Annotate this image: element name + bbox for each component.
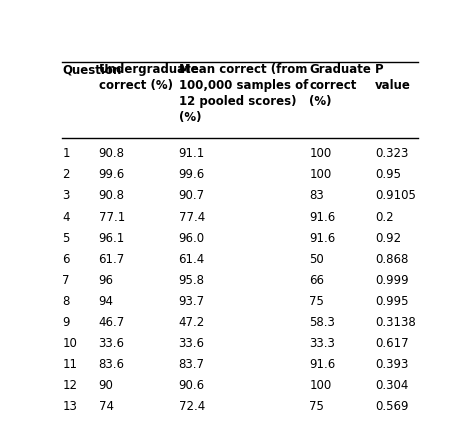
Text: 100: 100 xyxy=(310,379,332,392)
Text: 96.0: 96.0 xyxy=(179,232,204,245)
Text: 0.995: 0.995 xyxy=(375,295,408,308)
Text: P
value: P value xyxy=(375,63,411,92)
Text: 0.393: 0.393 xyxy=(375,358,408,371)
Text: 91.1: 91.1 xyxy=(179,147,205,160)
Text: 0.3138: 0.3138 xyxy=(375,316,416,329)
Text: 11: 11 xyxy=(62,358,77,371)
Text: 99.6: 99.6 xyxy=(98,168,125,181)
Text: 75: 75 xyxy=(310,295,324,308)
Text: 8: 8 xyxy=(62,295,69,308)
Text: 5: 5 xyxy=(62,232,69,245)
Text: 83: 83 xyxy=(310,190,324,202)
Text: 0.999: 0.999 xyxy=(375,274,408,287)
Text: 66: 66 xyxy=(310,274,325,287)
Text: 96: 96 xyxy=(98,274,113,287)
Text: 91.6: 91.6 xyxy=(310,232,336,245)
Text: 1: 1 xyxy=(62,147,70,160)
Text: 33.6: 33.6 xyxy=(98,337,125,350)
Text: 61.7: 61.7 xyxy=(98,253,125,266)
Text: 0.569: 0.569 xyxy=(375,400,408,414)
Text: 93.7: 93.7 xyxy=(179,295,204,308)
Text: 91.6: 91.6 xyxy=(310,358,336,371)
Text: 95.8: 95.8 xyxy=(179,274,204,287)
Text: 90.7: 90.7 xyxy=(179,190,204,202)
Text: 100: 100 xyxy=(310,147,332,160)
Text: 91.6: 91.6 xyxy=(310,210,336,224)
Text: Mean correct (from
100,000 samples of
12 pooled scores)
(%): Mean correct (from 100,000 samples of 12… xyxy=(179,63,308,124)
Text: 6: 6 xyxy=(62,253,70,266)
Text: 77.1: 77.1 xyxy=(98,210,125,224)
Text: 0.868: 0.868 xyxy=(375,253,408,266)
Text: 0.2: 0.2 xyxy=(375,210,393,224)
Text: 2: 2 xyxy=(62,168,70,181)
Text: 0.304: 0.304 xyxy=(375,379,408,392)
Text: 96.1: 96.1 xyxy=(98,232,125,245)
Text: 0.95: 0.95 xyxy=(375,168,401,181)
Text: 58.3: 58.3 xyxy=(310,316,335,329)
Text: 33.6: 33.6 xyxy=(179,337,204,350)
Text: 75: 75 xyxy=(310,400,324,414)
Text: 0.323: 0.323 xyxy=(375,147,408,160)
Text: 47.2: 47.2 xyxy=(179,316,205,329)
Text: 61.4: 61.4 xyxy=(179,253,205,266)
Text: 72.4: 72.4 xyxy=(179,400,205,414)
Text: Question: Question xyxy=(62,63,121,76)
Text: 100: 100 xyxy=(310,168,332,181)
Text: 0.9105: 0.9105 xyxy=(375,190,416,202)
Text: 46.7: 46.7 xyxy=(98,316,125,329)
Text: 50: 50 xyxy=(310,253,324,266)
Text: 7: 7 xyxy=(62,274,70,287)
Text: 90.8: 90.8 xyxy=(98,147,125,160)
Text: 83.7: 83.7 xyxy=(179,358,204,371)
Text: 77.4: 77.4 xyxy=(179,210,205,224)
Text: 90: 90 xyxy=(98,379,113,392)
Text: 90.6: 90.6 xyxy=(179,379,204,392)
Text: 0.617: 0.617 xyxy=(375,337,408,350)
Text: 13: 13 xyxy=(62,400,77,414)
Text: 74: 74 xyxy=(98,400,113,414)
Text: 12: 12 xyxy=(62,379,77,392)
Text: Undergraduate
correct (%): Undergraduate correct (%) xyxy=(98,63,199,92)
Text: 4: 4 xyxy=(62,210,70,224)
Text: 83.6: 83.6 xyxy=(98,358,125,371)
Text: 10: 10 xyxy=(62,337,77,350)
Text: 3: 3 xyxy=(62,190,69,202)
Text: 94: 94 xyxy=(98,295,113,308)
Text: 99.6: 99.6 xyxy=(179,168,205,181)
Text: 90.8: 90.8 xyxy=(98,190,125,202)
Text: 33.3: 33.3 xyxy=(310,337,335,350)
Text: Graduate
correct
(%): Graduate correct (%) xyxy=(310,63,371,108)
Text: 0.92: 0.92 xyxy=(375,232,401,245)
Text: 9: 9 xyxy=(62,316,70,329)
